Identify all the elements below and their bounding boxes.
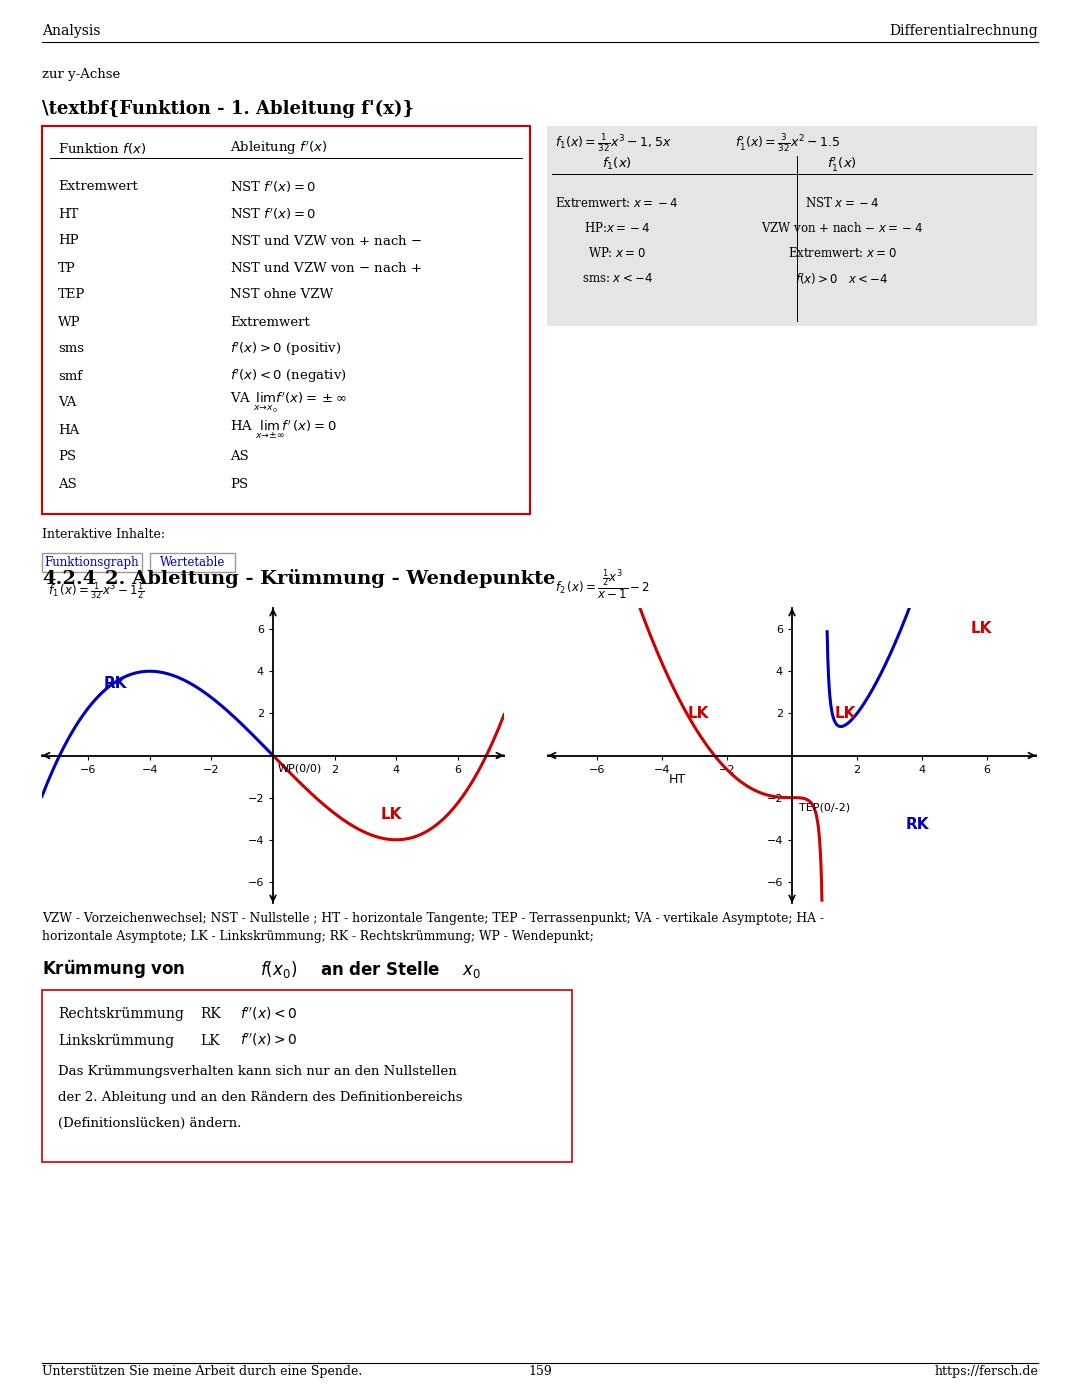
FancyBboxPatch shape [546,126,1037,326]
Text: $f_1(x) = \frac{1}{32}x^3 - 1,5x$: $f_1(x) = \frac{1}{32}x^3 - 1,5x$ [555,133,672,154]
Text: LK: LK [200,1034,219,1048]
Text: \textbf{Funktion - 1. Ableitung f'(x)}: \textbf{Funktion - 1. Ableitung f'(x)} [42,99,414,117]
Text: HT: HT [58,208,79,221]
Text: TEP(0/-2): TEP(0/-2) [798,802,850,812]
Text: TP: TP [58,261,76,274]
Text: Funktion $f(x)$: Funktion $f(x)$ [58,141,146,155]
Text: NST $x = -4$: NST $x = -4$ [805,196,879,210]
Text: WP: $x = 0$: WP: $x = 0$ [589,246,646,260]
Text: NST ohne VZW: NST ohne VZW [230,289,333,302]
Text: $f(x_0)$: $f(x_0)$ [260,958,297,981]
FancyBboxPatch shape [150,553,235,571]
Text: Ableitung $f'(x)$: Ableitung $f'(x)$ [230,140,327,156]
Text: LK: LK [971,622,993,636]
Text: RK: RK [906,817,930,833]
Text: LK: LK [834,705,855,721]
Text: HA $\lim_{x\to\pm\infty}\! f'(x) = 0$: HA $\lim_{x\to\pm\infty}\! f'(x) = 0$ [230,419,337,441]
Text: Funktionsgraph: Funktionsgraph [44,556,139,569]
Text: Differentialrechnung: Differentialrechnung [889,24,1038,38]
Text: HT: HT [669,773,686,787]
Text: 4.2.4: 4.2.4 [42,570,96,588]
Text: HP:$x = -4$: HP:$x = -4$ [583,221,650,235]
Text: VZW - Vorzeichenwechsel; NST - Nullstelle ; HT - horizontale Tangente; TEP - Ter: VZW - Vorzeichenwechsel; NST - Nullstell… [42,912,824,925]
Text: $\mathbf{an\ der\ Stelle}$: $\mathbf{an\ der\ Stelle}$ [320,961,441,979]
Text: $f_2\,(x) = \dfrac{\frac{1}{2}x^3}{x-1} - 2$: $f_2\,(x) = \dfrac{\frac{1}{2}x^3}{x-1} … [554,567,650,602]
Text: der 2. Ableitung und an den Rändern des Definitionbereichs: der 2. Ableitung und an den Rändern des … [58,1091,462,1104]
Text: VA $\lim_{x\to x_0}\! f'(x) = \pm\infty$: VA $\lim_{x\to x_0}\! f'(x) = \pm\infty$ [230,391,347,415]
Text: Das Krümmungsverhalten kann sich nur an den Nullstellen: Das Krümmungsverhalten kann sich nur an … [58,1065,457,1078]
Text: $f'(x) < 0$ (negativ): $f'(x) < 0$ (negativ) [230,367,347,384]
Text: Wertetable: Wertetable [160,556,226,569]
Text: NST $f'(x) = 0$: NST $f'(x) = 0$ [230,179,316,194]
Text: LK: LK [381,806,402,821]
Text: WP: WP [58,316,81,328]
Text: HP: HP [58,235,79,247]
Text: $f_1(x)$: $f_1(x)$ [602,156,632,172]
Text: RK: RK [104,676,127,692]
Text: RK: RK [200,1007,220,1021]
Text: TEP: TEP [58,289,85,302]
Text: Extremwert: $x = 0$: Extremwert: $x = 0$ [787,246,896,260]
Text: AS: AS [230,450,248,464]
FancyBboxPatch shape [42,126,530,514]
Text: $f''(x) < 0$: $f''(x) < 0$ [240,1006,298,1021]
Text: smf: smf [58,369,82,383]
Text: sms: $x < -4$: sms: $x < -4$ [581,271,652,285]
Text: Rechtskrümmung: Rechtskrümmung [58,1007,184,1021]
Text: $f_1'(x) = \frac{3}{32}x^2 - 1.5$: $f_1'(x) = \frac{3}{32}x^2 - 1.5$ [735,133,840,154]
Text: LK: LK [688,705,710,721]
Text: WP(0/0): WP(0/0) [278,763,322,774]
Text: zur y-Achse: zur y-Achse [42,68,120,81]
Text: 159: 159 [528,1365,552,1377]
Text: $f_1\,(x) = \frac{1}{32}x^3 - 1\frac{1}{2}$: $f_1\,(x) = \frac{1}{32}x^3 - 1\frac{1}{… [49,580,145,602]
Text: AS: AS [58,478,77,490]
FancyBboxPatch shape [42,990,572,1162]
Text: Extremwert: Extremwert [230,316,310,328]
Text: sms: sms [58,342,84,355]
Text: NST $f'(x) = 0$: NST $f'(x) = 0$ [230,207,316,222]
Text: $f''(x) > 0$: $f''(x) > 0$ [240,1032,298,1049]
Text: NST und VZW von $-$ nach $+$: NST und VZW von $-$ nach $+$ [230,261,422,275]
Text: HA: HA [58,423,79,436]
Text: Extremwert: Extremwert [58,180,138,194]
Text: VZW von $+$ nach $-$ $x = -4$: VZW von $+$ nach $-$ $x = -4$ [761,221,923,235]
Text: Interaktive Inhalte:: Interaktive Inhalte: [42,528,165,541]
Text: $x_0$: $x_0$ [462,963,481,981]
Text: $f_1'(x)$: $f_1'(x)$ [827,155,856,173]
Text: $f(x) > 0$   $x < -4$: $f(x) > 0$ $x < -4$ [795,271,889,285]
Text: Linkskrümmung: Linkskrümmung [58,1034,174,1048]
Text: (Definitionslücken) ändern.: (Definitionslücken) ändern. [58,1118,241,1130]
Text: https://fersch.de: https://fersch.de [934,1365,1038,1377]
Text: PS: PS [58,450,76,464]
Text: $\mathbf{Kr\ddot{u}mmung\ von}$: $\mathbf{Kr\ddot{u}mmung\ von}$ [42,958,186,981]
Text: NST und VZW von $+$ nach $-$: NST und VZW von $+$ nach $-$ [230,235,422,249]
Text: Unterstützen Sie meine Arbeit durch eine Spende.: Unterstützen Sie meine Arbeit durch eine… [42,1365,362,1377]
Text: Analysis: Analysis [42,24,100,38]
Text: 2. Ableitung - Krümmung - Wendepunkte: 2. Ableitung - Krümmung - Wendepunkte [105,569,555,588]
Text: $f'(x) > 0$ (positiv): $f'(x) > 0$ (positiv) [230,341,341,358]
FancyBboxPatch shape [42,553,141,571]
Text: VA: VA [58,397,77,409]
Text: Extremwert: $x = -4$: Extremwert: $x = -4$ [555,196,678,210]
Text: PS: PS [230,478,248,490]
Text: horizontale Asymptote; LK - Linkskrümmung; RK - Rechtskrümmung; WP - Wendepunkt;: horizontale Asymptote; LK - Linkskrümmun… [42,930,594,943]
